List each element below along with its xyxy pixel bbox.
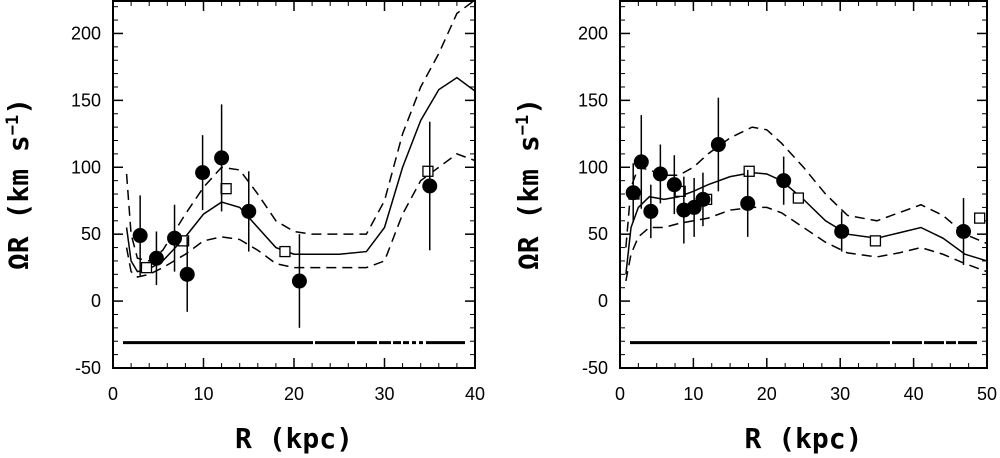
y-axis-label: ΩR (km s−1) <box>512 98 545 270</box>
filled-point <box>666 177 682 193</box>
filled-point <box>132 228 148 244</box>
x-tick-label: 40 <box>904 384 924 404</box>
y-tick-label: 200 <box>71 23 101 43</box>
open-square-point <box>140 261 153 274</box>
filled-point <box>652 166 668 182</box>
x-tick-label: 30 <box>374 384 394 404</box>
open-square-point <box>279 245 291 258</box>
open-square-point <box>869 235 882 247</box>
filled-point <box>776 173 792 189</box>
x-axis-label: R (kpc) <box>744 422 862 455</box>
filled-point <box>167 230 183 246</box>
filled-point <box>834 224 850 240</box>
y-tick-label: 150 <box>578 90 608 110</box>
x-tick-label: 50 <box>977 384 997 404</box>
open-square-point <box>422 165 434 177</box>
x-tick-label: 0 <box>108 384 118 404</box>
y-tick-label: 150 <box>71 90 101 110</box>
x-tick-label: 40 <box>465 384 485 404</box>
lower-curve <box>625 206 986 282</box>
open-square-point <box>743 165 755 177</box>
y-axis-label-superscript: −1 <box>513 115 533 135</box>
model-curve <box>625 171 986 275</box>
filled-point <box>956 224 972 240</box>
filled-point <box>148 250 164 266</box>
y-axis-label-close: ) <box>2 98 35 115</box>
y-tick-label: 200 <box>578 23 608 43</box>
filled-point <box>241 203 257 219</box>
left-panel: 0 10 20 30 40 -50 0 50 100 150 200 R (kpc) ΩR (km s−… <box>2 0 485 455</box>
y-tick-label: 0 <box>598 291 608 311</box>
x-tick-label: 20 <box>757 384 777 404</box>
filled-point <box>214 150 230 166</box>
filled-point <box>740 195 756 211</box>
open-square-point <box>792 192 805 204</box>
filled-point <box>643 203 659 219</box>
filled-point <box>422 178 438 194</box>
filled-point <box>179 266 195 282</box>
y-axis-label-main: ΩR (km s <box>512 135 545 270</box>
upper-curve <box>125 2 474 262</box>
y-tick-label: -50 <box>75 358 101 378</box>
filled-point <box>633 154 649 170</box>
x-tick-label: 10 <box>683 384 703 404</box>
y-axis-label: ΩR (km s−1) <box>2 98 35 270</box>
y-axis-label-close: ) <box>512 98 545 115</box>
y-axis-label-superscript: −1 <box>3 115 23 135</box>
plot-frame <box>112 0 476 369</box>
y-tick-label: -50 <box>582 358 608 378</box>
open-square-point <box>220 183 232 195</box>
x-axis-label: R (kpc) <box>235 422 353 455</box>
y-tick-label: 50 <box>588 224 608 244</box>
y-tick-label: 50 <box>81 224 101 244</box>
x-tick-label: 20 <box>284 384 304 404</box>
filled-point <box>710 137 726 153</box>
open-square-point <box>974 212 986 224</box>
y-tick-label: 100 <box>578 157 608 177</box>
x-tick-label: 0 <box>615 384 625 404</box>
lower-curve <box>125 153 474 278</box>
x-tick-label: 10 <box>193 384 213 404</box>
right-panel: 0 10 20 30 40 50 -50 0 50 100 150 200 R (kpc) ΩR (km … <box>512 0 997 455</box>
y-axis-label-main: ΩR (km s <box>2 135 35 270</box>
filled-point <box>625 185 641 201</box>
x-tick-label: 30 <box>830 384 850 404</box>
filled-point <box>291 273 307 289</box>
y-tick-label: 0 <box>91 291 101 311</box>
model-curve <box>125 76 474 273</box>
filled-point <box>195 165 211 181</box>
y-tick-label: 100 <box>71 157 101 177</box>
filled-point <box>695 191 711 207</box>
